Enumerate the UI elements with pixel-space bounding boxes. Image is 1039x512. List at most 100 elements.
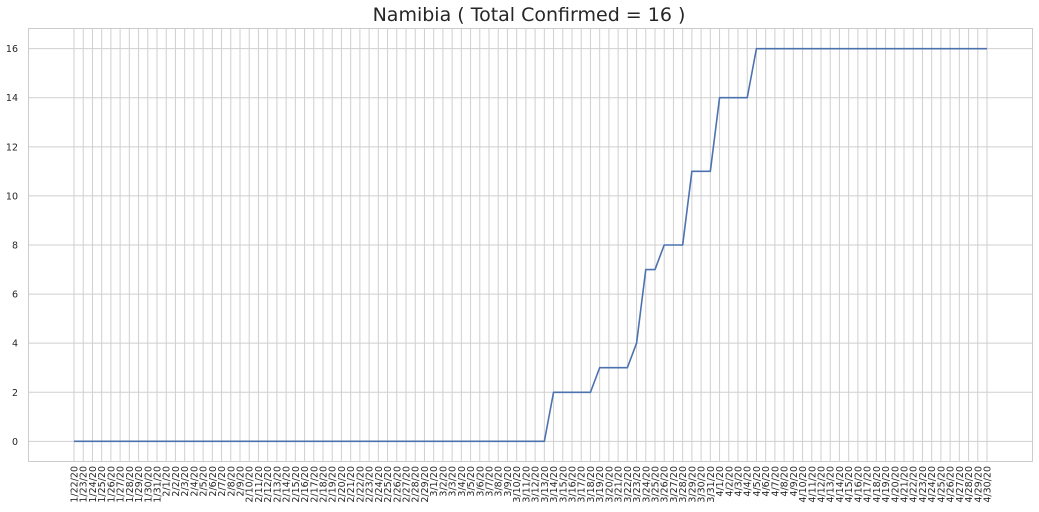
x-tick-label: 1/29/20	[134, 466, 145, 503]
x-tick-label: 4/2/20	[724, 466, 735, 497]
x-tick-label: 2/1/20	[162, 466, 173, 497]
x-tick-label: 2/16/20	[300, 466, 311, 503]
x-tick-label: 2/20/20	[337, 466, 348, 503]
x-tick-label: 2/21/20	[346, 466, 357, 503]
x-tick-label: 3/7/20	[485, 466, 496, 497]
x-tick-label: 3/23/20	[632, 466, 643, 503]
x-tick-label: 3/2/20	[438, 466, 449, 497]
x-tick-label: 3/4/20	[457, 466, 468, 497]
x-tick-label: 4/1/20	[715, 466, 726, 497]
x-tick-label: 3/16/20	[568, 466, 579, 503]
x-tick-label: 3/12/20	[531, 466, 542, 503]
y-tick-label: 10	[6, 191, 18, 202]
x-tick-label: 4/15/20	[844, 466, 855, 503]
x-tick-label: 3/6/20	[475, 466, 486, 497]
x-tick-label: 2/8/20	[226, 466, 237, 497]
x-tick-label: 4/22/20	[909, 466, 920, 503]
x-tick-label: 1/31/20	[153, 466, 164, 503]
x-tick-label: 3/1/20	[429, 466, 440, 497]
x-tick-label: 2/23/20	[365, 466, 376, 503]
x-tick-label: 3/29/20	[687, 466, 698, 503]
x-tick-label: 2/7/20	[217, 466, 228, 497]
x-tick-label: 2/2/20	[171, 466, 182, 497]
x-tick-label: 3/15/20	[558, 466, 569, 503]
x-axis-tick-labels: 1/22/201/23/201/24/201/25/201/26/201/27/…	[70, 466, 994, 503]
x-tick-label: 3/8/20	[494, 466, 505, 497]
x-tick-label: 3/20/20	[604, 466, 615, 503]
x-tick-label: 2/28/20	[411, 466, 422, 503]
x-tick-label: 2/29/20	[420, 466, 431, 503]
x-tick-label: 4/10/20	[798, 466, 809, 503]
x-tick-label: 2/10/20	[245, 466, 256, 503]
x-tick-label: 4/24/20	[927, 466, 938, 503]
x-tick-label: 2/4/20	[189, 466, 200, 497]
x-tick-label: 4/6/20	[761, 466, 772, 497]
x-tick-label: 2/3/20	[180, 466, 191, 497]
x-tick-label: 4/25/20	[936, 466, 947, 503]
x-tick-label: 4/7/20	[770, 466, 781, 497]
x-tick-label: 3/14/20	[549, 466, 560, 503]
x-tick-label: 2/22/20	[355, 466, 366, 503]
x-tick-label: 3/17/20	[577, 466, 588, 503]
x-tick-label: 1/27/20	[116, 466, 127, 503]
x-tick-label: 2/9/20	[236, 466, 247, 497]
x-tick-label: 3/24/20	[641, 466, 652, 503]
x-tick-label: 2/19/20	[328, 466, 339, 503]
x-tick-label: 2/6/20	[208, 466, 219, 497]
x-tick-label: 1/23/20	[79, 466, 90, 503]
y-tick-label: 6	[12, 290, 18, 301]
x-tick-label: 2/27/20	[402, 466, 413, 503]
x-tick-label: 2/14/20	[282, 466, 293, 503]
x-tick-label: 3/19/20	[595, 466, 606, 503]
x-tick-label: 3/5/20	[466, 466, 477, 497]
y-tick-label: 4	[12, 339, 18, 350]
plot-frame	[28, 28, 1033, 462]
series-line-group	[74, 47, 987, 443]
series-line	[74, 47, 987, 443]
x-tick-label: 2/26/20	[392, 466, 403, 503]
x-tick-label: 4/12/20	[817, 466, 828, 503]
x-tick-label: 3/28/20	[678, 466, 689, 503]
chart-title: Namibia ( Total Confirmed = 16 )	[373, 4, 686, 26]
x-tick-label: 2/12/20	[263, 466, 274, 503]
x-tick-label: 1/26/20	[106, 466, 117, 503]
x-tick-label: 4/29/20	[973, 466, 984, 503]
x-tick-label: 1/24/20	[88, 466, 99, 503]
x-tick-label: 3/21/20	[614, 466, 625, 503]
x-tick-label: 3/22/20	[623, 466, 634, 503]
x-tick-label: 2/18/20	[319, 466, 330, 503]
x-tick-label: 4/19/20	[881, 466, 892, 503]
x-tick-label: 4/27/20	[955, 466, 966, 503]
x-tick-label: 4/13/20	[826, 466, 837, 503]
x-tick-label: 3/13/20	[540, 466, 551, 503]
x-tick-label: 4/18/20	[872, 466, 883, 503]
x-tick-label: 1/30/20	[143, 466, 154, 503]
x-tick-label: 3/25/20	[651, 466, 662, 503]
x-tick-label: 3/31/20	[706, 466, 717, 503]
x-tick-label: 3/18/20	[586, 466, 597, 503]
x-tick-label: 2/5/20	[199, 466, 210, 497]
x-tick-label: 2/15/20	[291, 466, 302, 503]
x-tick-label: 4/8/20	[780, 466, 791, 497]
x-tick-label: 4/21/20	[900, 466, 911, 503]
x-tick-label: 2/13/20	[272, 466, 283, 503]
x-tick-label: 1/22/20	[70, 466, 81, 503]
x-tick-label: 4/17/20	[863, 466, 874, 503]
y-tick-label: 2	[12, 388, 18, 399]
x-tick-label: 2/17/20	[309, 466, 320, 503]
y-tick-label: 12	[6, 142, 18, 153]
x-tick-label: 4/11/20	[807, 466, 818, 503]
y-tick-label: 14	[6, 93, 18, 104]
x-tick-label: 3/30/20	[697, 466, 708, 503]
x-tick-label: 4/3/20	[734, 466, 745, 497]
x-tick-label: 4/14/20	[835, 466, 846, 503]
x-tick-label: 4/26/20	[946, 466, 957, 503]
x-tick-label: 4/28/20	[964, 466, 975, 503]
x-tick-label: 4/4/20	[743, 466, 754, 497]
y-tick-label: 0	[12, 437, 18, 448]
x-tick-label: 1/28/20	[125, 466, 136, 503]
x-tick-label: 4/20/20	[890, 466, 901, 503]
y-tick-label: 8	[12, 241, 18, 252]
